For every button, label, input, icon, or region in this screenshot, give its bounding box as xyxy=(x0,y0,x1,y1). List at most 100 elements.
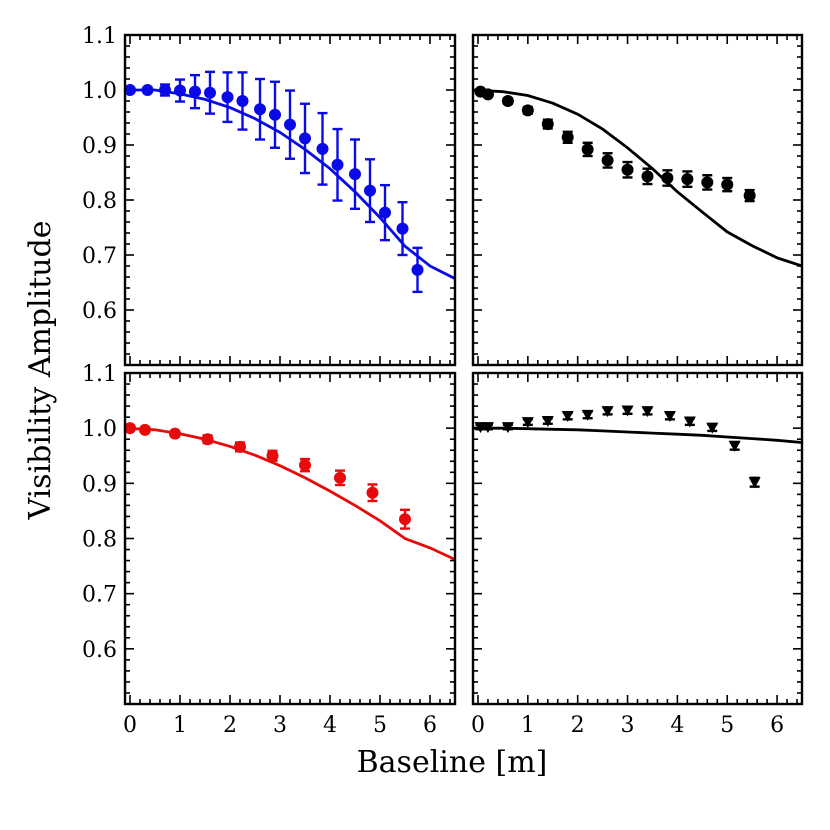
data-point-bottom-right-4 xyxy=(541,415,554,427)
y-tick-label-top-left-4: 0.7 xyxy=(82,244,117,269)
data-point-bottom-right-13 xyxy=(728,440,741,452)
panel-top-left: 1.1 1.0 0.9 0.8 0.7 0.6 xyxy=(82,24,457,367)
panels-group: 1.1 1.0 0.9 0.8 0.7 0.6 0 1 2 3 4 5 6 1.1 1.0 0.9 0.8 0.7… xyxy=(82,24,804,738)
data-point-top-left-4 xyxy=(189,73,201,110)
x-tick-label-bottom-left-2: 2 xyxy=(223,713,237,738)
panel-bottom-left: 0 1 2 3 4 5 6 1.1 1.0 0.9 0.8 0.7 0.6 xyxy=(82,362,457,738)
data-point-top-right-14 xyxy=(743,188,756,203)
y-tick-label-bottom-left-3: 0.8 xyxy=(82,528,117,553)
data-point-top-right-13 xyxy=(721,176,734,193)
y-tick-label-bottom-left-2: 0.9 xyxy=(82,472,117,497)
data-point-bottom-right-12 xyxy=(706,422,719,434)
data-point-top-left-15 xyxy=(364,158,376,224)
data-point-top-left-6 xyxy=(221,71,234,124)
data-point-bottom-right-2 xyxy=(501,422,514,434)
model-curve-top-right xyxy=(473,88,802,268)
data-point-bottom-right-7 xyxy=(601,406,614,418)
data-point-top-left-16 xyxy=(379,183,391,242)
y-tick-label-top-left-2: 0.9 xyxy=(82,134,117,159)
y-tick-label-bottom-left-5: 0.6 xyxy=(82,638,117,663)
data-point-bottom-left-7 xyxy=(334,469,346,487)
x-tick-label-bottom-right-6: 6 xyxy=(770,713,784,738)
data-point-top-right-1 xyxy=(481,88,494,101)
data-point-top-right-11 xyxy=(681,170,694,189)
data-point-top-right-6 xyxy=(581,141,594,158)
ticks-top-left xyxy=(125,34,455,366)
x-tick-label-bottom-left-3: 3 xyxy=(273,713,287,738)
panel-bottom-right: 0 1 2 3 4 5 6 xyxy=(471,371,804,738)
data-point-top-left-13 xyxy=(331,127,344,202)
data-point-bottom-left-2 xyxy=(169,427,181,440)
y-tick-label-top-left-1: 1.0 xyxy=(82,79,117,104)
x-tick-label-bottom-right-2: 2 xyxy=(571,713,585,738)
data-point-top-right-7 xyxy=(601,152,614,169)
data-point-bottom-right-11 xyxy=(683,416,696,428)
data-point-bottom-right-9 xyxy=(641,406,654,418)
data-point-bottom-left-4 xyxy=(234,440,246,453)
data-point-top-left-8 xyxy=(254,77,266,141)
x-tick-label-bottom-left-6: 6 xyxy=(423,713,437,738)
data-point-top-left-5 xyxy=(204,70,216,115)
x-tick-label-bottom-left-0: 0 xyxy=(123,713,137,738)
y-axis-label: Visibility Amplitude xyxy=(23,220,58,520)
x-axis-label: Baseline [m] xyxy=(357,745,548,780)
data-point-top-right-3 xyxy=(521,104,534,117)
data-point-top-left-1 xyxy=(141,84,154,96)
data-point-bottom-left-0 xyxy=(124,422,136,435)
x-tick-label-bottom-right-0: 0 xyxy=(471,713,485,738)
data-point-bottom-right-6 xyxy=(581,409,594,421)
y-tick-label-top-left-3: 0.8 xyxy=(82,189,117,214)
data-point-bottom-left-5 xyxy=(266,449,279,462)
data-point-top-left-17 xyxy=(396,200,409,257)
panel-top-right xyxy=(471,33,804,367)
data-point-top-right-9 xyxy=(641,167,654,186)
x-tick-label-bottom-right-3: 3 xyxy=(621,713,635,738)
data-point-top-right-5 xyxy=(561,130,574,145)
data-point-bottom-left-8 xyxy=(366,483,379,503)
data-point-top-right-2 xyxy=(501,95,514,107)
data-point-top-left-9 xyxy=(269,80,281,149)
data-point-top-left-3 xyxy=(174,78,186,103)
y-tick-label-bottom-left-0: 1.1 xyxy=(82,362,117,387)
data-point-bottom-right-14 xyxy=(748,476,761,489)
x-tick-label-bottom-right-5: 5 xyxy=(720,713,734,738)
x-tick-label-bottom-left-5: 5 xyxy=(373,713,387,738)
x-tick-label-bottom-left-4: 4 xyxy=(323,713,337,738)
data-point-bottom-right-10 xyxy=(663,411,676,423)
panel-frame-top-left xyxy=(123,33,457,367)
data-point-top-left-12 xyxy=(316,111,329,186)
data-point-bottom-right-8 xyxy=(621,405,634,417)
data-point-top-right-12 xyxy=(701,174,714,191)
data-point-top-left-11 xyxy=(299,102,311,175)
data-point-top-right-4 xyxy=(541,118,554,131)
data-point-bottom-right-3 xyxy=(521,417,534,429)
data-point-bottom-left-1 xyxy=(139,423,151,436)
data-point-bottom-left-3 xyxy=(201,433,214,446)
data-point-bottom-left-6 xyxy=(299,457,311,473)
data-point-top-left-18 xyxy=(411,246,424,294)
panel-frame-top-right xyxy=(471,33,804,367)
panel-frame-bottom-left xyxy=(123,371,457,706)
panel-frame-bottom-right xyxy=(471,371,804,706)
y-tick-label-top-left-5: 0.6 xyxy=(82,299,117,324)
x-tick-label-bottom-left-1: 1 xyxy=(173,713,187,738)
data-point-top-left-0 xyxy=(124,84,136,96)
model-curve-bottom-right xyxy=(473,426,802,444)
y-tick-label-bottom-left-4: 0.7 xyxy=(82,583,117,608)
data-point-bottom-left-9 xyxy=(399,508,411,530)
model-curve-bottom-left xyxy=(125,426,455,561)
data-point-top-right-10 xyxy=(661,169,674,187)
data-point-top-left-14 xyxy=(349,138,361,211)
data-point-bottom-right-5 xyxy=(561,411,574,423)
data-point-top-left-10 xyxy=(284,89,296,160)
x-tick-label-bottom-right-1: 1 xyxy=(521,713,535,738)
data-point-top-right-8 xyxy=(621,160,634,179)
ticks-bottom-right xyxy=(473,372,802,705)
y-tick-label-top-left-0: 1.1 xyxy=(82,24,117,49)
y-tick-label-bottom-left-1: 1.0 xyxy=(82,417,117,442)
data-point-top-left-7 xyxy=(236,71,249,131)
data-point-top-left-2 xyxy=(159,83,171,97)
x-tick-label-bottom-right-4: 4 xyxy=(670,713,684,738)
data-point-bottom-right-1 xyxy=(481,422,494,434)
